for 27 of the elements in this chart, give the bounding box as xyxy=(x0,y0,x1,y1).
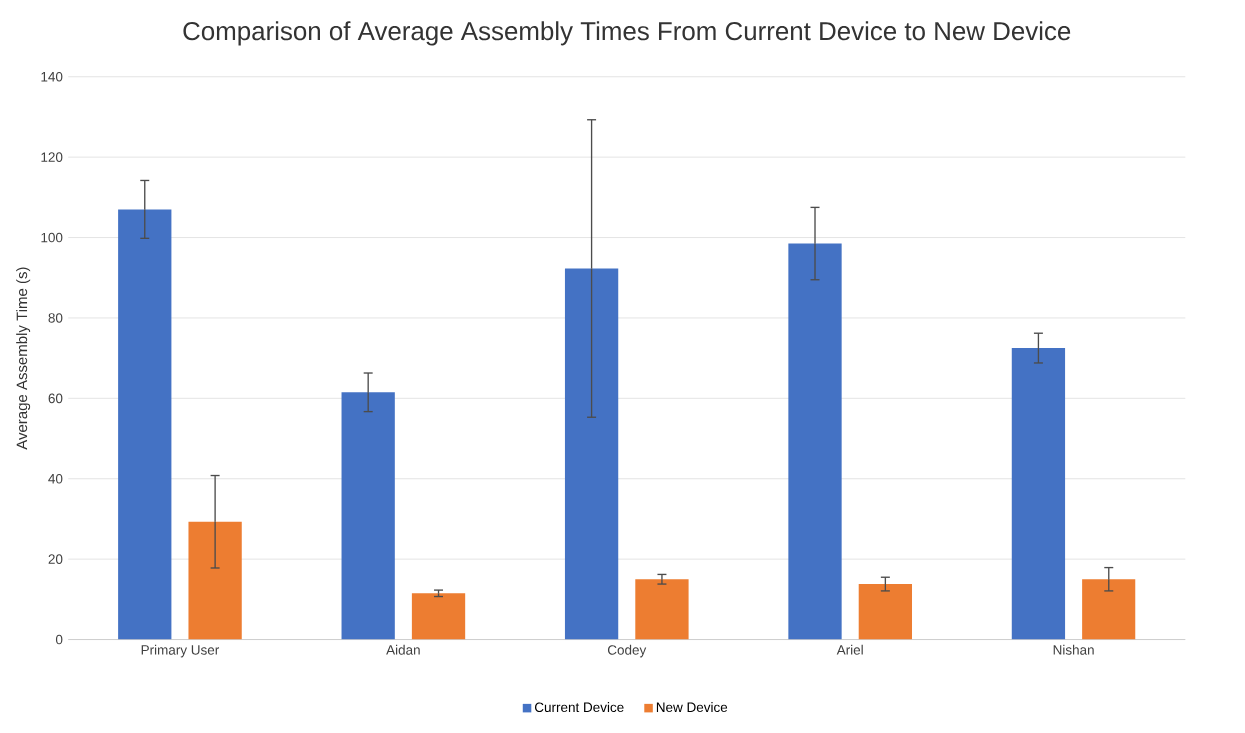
y-axis-title: Average Assembly Time (s) xyxy=(16,267,31,450)
x-tick-label: Aidan xyxy=(386,644,420,655)
x-tick-label: Ariel xyxy=(836,644,863,655)
bar xyxy=(188,521,242,640)
bar xyxy=(788,243,842,640)
y-tick-label: 60 xyxy=(48,393,63,403)
y-tick-label: 0 xyxy=(55,634,63,645)
legend-label: Current Device xyxy=(534,701,624,712)
bar xyxy=(341,392,395,640)
legend-label: New Device xyxy=(656,701,728,712)
y-tick-label: 100 xyxy=(41,232,63,243)
bar xyxy=(635,579,689,640)
bar xyxy=(564,268,619,640)
bar xyxy=(1082,579,1136,640)
y-tick-label: 40 xyxy=(48,473,63,484)
x-tick-label: Nishan xyxy=(1053,644,1094,655)
x-tick-label: Codey xyxy=(607,644,647,658)
x-tick-label: Primary User xyxy=(141,644,220,658)
y-tick-label: 20 xyxy=(48,554,63,564)
y-tick-label: 80 xyxy=(48,312,63,323)
bar xyxy=(118,209,172,640)
y-tick-label: 140 xyxy=(41,71,63,82)
bar xyxy=(411,593,466,640)
chart-title: Comparison of Average Assembly Times From Current Device to New Device xyxy=(183,21,1071,46)
y-tick-label: 120 xyxy=(41,152,63,162)
bar xyxy=(858,583,912,640)
bar xyxy=(1011,347,1066,640)
